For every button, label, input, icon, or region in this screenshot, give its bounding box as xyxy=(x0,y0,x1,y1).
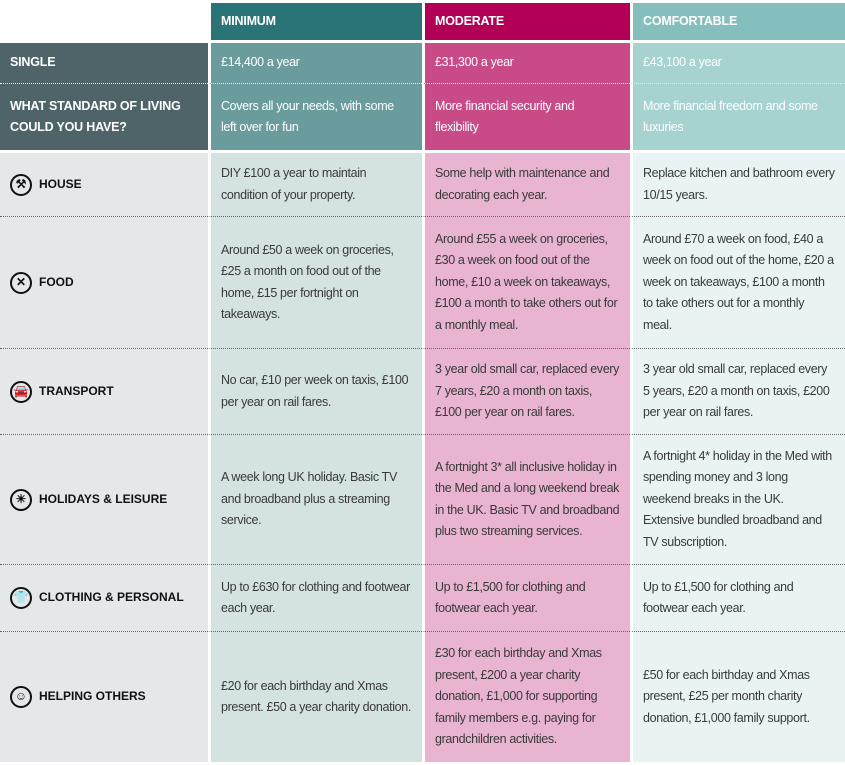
category-cell-comfortable: Up to £1,500 for clothing and footwear e… xyxy=(630,565,845,632)
category-label: 🚘 TRANSPORT xyxy=(0,349,208,435)
row-label-single: SINGLE xyxy=(0,40,208,84)
category-label-text: TRANSPORT xyxy=(39,383,114,398)
category-label: ☀ HOLIDAYS & LEISURE xyxy=(0,435,208,565)
standard-minimum: Covers all your needs, with some left ov… xyxy=(208,84,422,150)
category-cell-comfortable: Replace kitchen and bathroom every 10/15… xyxy=(630,150,845,217)
single-moderate: £31,300 a year xyxy=(422,40,630,84)
category-cell-moderate: A fortnight 3* all inclusive holiday in … xyxy=(422,435,630,565)
category-cell-minimum: £20 for each birthday and Xmas present. … xyxy=(208,632,422,762)
corner-blank xyxy=(0,3,208,40)
column-header-minimum: MINIMUM xyxy=(208,3,422,40)
column-header-comfortable: COMFORTABLE xyxy=(630,3,845,40)
category-cell-minimum: Around £50 a week on groceries, £25 a mo… xyxy=(208,217,422,349)
category-cell-comfortable: 3 year old small car, replaced every 5 y… xyxy=(630,349,845,435)
category-cell-minimum: A week long UK holiday. Basic TV and bro… xyxy=(208,435,422,565)
category-cell-moderate: £30 for each birthday and Xmas present, … xyxy=(422,632,630,762)
category-label: ✕ FOOD xyxy=(0,217,208,349)
standard-moderate: More financial security and flexibility xyxy=(422,84,630,150)
category-cell-minimum: DIY £100 a year to maintain condition of… xyxy=(208,150,422,217)
category-label: 👕 CLOTHING & PERSONAL xyxy=(0,565,208,632)
category-cell-moderate: Up to £1,500 for clothing and footwear e… xyxy=(422,565,630,632)
category-cell-minimum: Up to £630 for clothing and footwear eac… xyxy=(208,565,422,632)
car-icon: 🚘 xyxy=(10,380,32,403)
cutlery-icon: ✕ xyxy=(10,271,32,294)
single-minimum: £14,400 a year xyxy=(208,40,422,84)
category-label-text: HELPING OTHERS xyxy=(39,689,146,704)
sun-lounger-icon: ☀ xyxy=(10,488,32,511)
category-label-text: HOLIDAYS & LEISURE xyxy=(39,491,168,506)
category-cell-moderate: Some help with maintenance and decoratin… xyxy=(422,150,630,217)
category-cell-moderate: 3 year old small car, replaced every 7 y… xyxy=(422,349,630,435)
category-label-text: CLOTHING & PERSONAL xyxy=(39,590,184,605)
category-cell-moderate: Around £55 a week on groceries, £30 a we… xyxy=(422,217,630,349)
standard-comfortable: More financial freedom and some luxuries xyxy=(630,84,845,150)
living-standards-table: MINIMUM MODERATE COMFORTABLE SINGLE £14,… xyxy=(0,3,845,762)
column-header-moderate: MODERATE xyxy=(422,3,630,40)
helping-hand-icon: ☺ xyxy=(10,686,32,708)
single-comfortable: £43,100 a year xyxy=(630,40,845,84)
clothing-icon: 👕 xyxy=(10,587,32,609)
tools-icon: ⚒ xyxy=(10,173,32,196)
category-cell-comfortable: £50 for each birthday and Xmas present, … xyxy=(630,632,845,762)
category-label: ⚒ HOUSE xyxy=(0,150,208,217)
category-cell-comfortable: A fortnight 4* holiday in the Med with s… xyxy=(630,435,845,565)
category-cell-minimum: No car, £10 per week on taxis, £100 per … xyxy=(208,349,422,435)
category-label: ☺ HELPING OTHERS xyxy=(0,632,208,762)
category-label-text: HOUSE xyxy=(39,176,82,191)
category-cell-comfortable: Around £70 a week on food, £40 a week on… xyxy=(630,217,845,349)
category-label-text: FOOD xyxy=(39,274,74,289)
row-label-standard: WHAT STANDARD OF LIVING COULD YOU HAVE? xyxy=(0,84,208,150)
